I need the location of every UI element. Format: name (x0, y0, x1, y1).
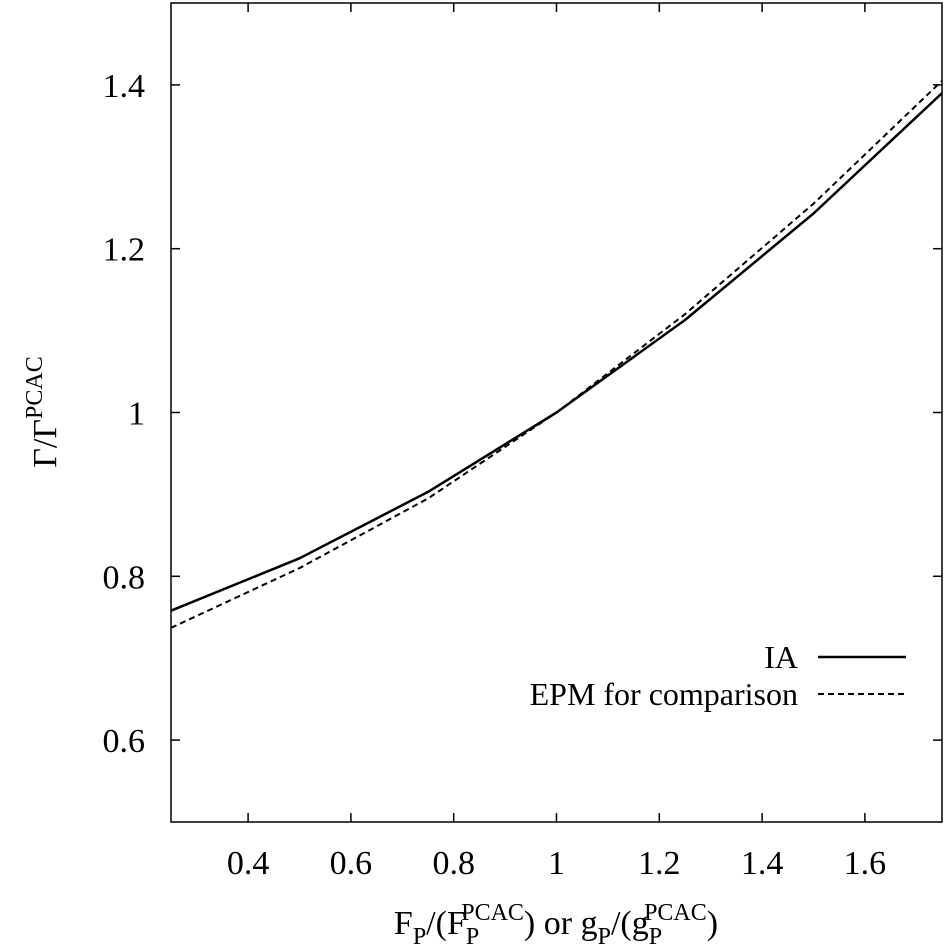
series-lines (170, 80, 943, 629)
x-tick-label: 1.4 (741, 845, 784, 882)
y-tick-label: 0.6 (103, 723, 146, 760)
x-tick-label: 1 (548, 845, 565, 882)
y-tick-label: 1.4 (103, 68, 146, 105)
legend-label-epm: EPM for comparison (530, 676, 798, 712)
x-axis-label: FP/(FPPCAC) or gP/(gPPCAC) (394, 900, 718, 947)
x-tick-label: 1.2 (638, 845, 681, 882)
legend: IA EPM for comparison (530, 639, 906, 712)
tick-labels: 0.4 0.6 0.8 1 1.2 1.4 1.6 0.6 0.8 1 1.2 1.4 (103, 68, 887, 882)
x-tick-label: 0.6 (330, 845, 373, 882)
x-tick-label: 0.4 (227, 845, 270, 882)
y-axis-label: Γ/ΓPCAC (22, 356, 64, 467)
series-line-ia (170, 92, 943, 612)
ticks (171, 3, 942, 822)
y-tick-label: 0.8 (103, 559, 146, 596)
x-tick-label: 1.6 (844, 845, 887, 882)
y-tick-label: 1 (128, 396, 145, 433)
series-line-epm (170, 80, 943, 629)
y-tick-label: 1.2 (103, 232, 146, 269)
legend-label-ia: IA (764, 639, 798, 675)
x-tick-label: 0.8 (432, 845, 475, 882)
